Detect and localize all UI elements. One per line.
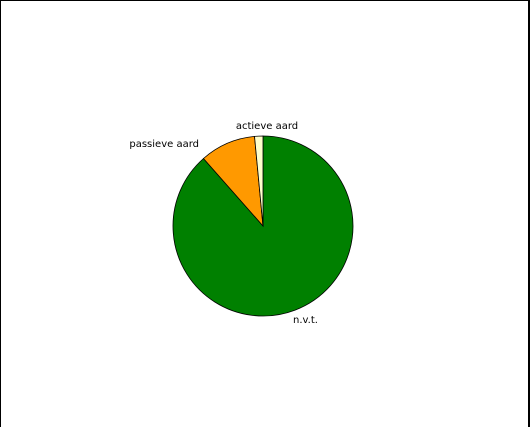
slice-actieve-aard (254, 135, 264, 227)
label-actieve-aard: actieve aard (236, 121, 298, 132)
pie-labels: n.v.t. passieve aard actieve aard (129, 121, 318, 326)
pie-slices (172, 135, 354, 317)
label-passieve-aard: passieve aard (129, 139, 199, 150)
label-nvt: n.v.t. (293, 315, 318, 326)
